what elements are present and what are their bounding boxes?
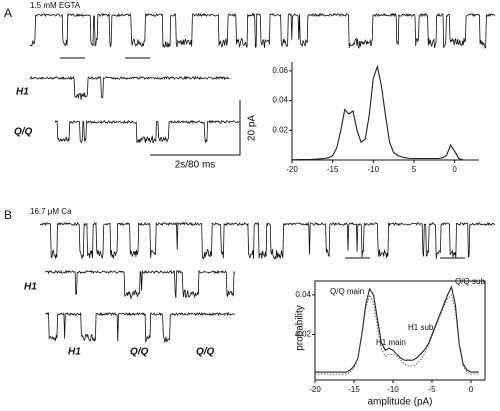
x-tick-label: -20 (286, 165, 298, 174)
x-tick-label: 5 (412, 165, 417, 174)
x-tick-label: -10 (387, 385, 399, 394)
x-tick-label: 0 (452, 165, 457, 174)
panel-label: B (4, 208, 12, 222)
panel-label: A (4, 6, 12, 20)
y-tick-label: 0.02 (272, 125, 288, 134)
x-tick-label: -10 (368, 165, 380, 174)
annotation: H1 main (376, 338, 406, 347)
current-trace (29, 12, 496, 49)
annotation: H1 sub (408, 323, 434, 332)
y-tick-label: 0.06 (272, 66, 288, 75)
annotation: Q/Q main (330, 287, 364, 296)
histogram-line (315, 285, 479, 373)
trace-label: H1 (24, 282, 37, 293)
y-tick-label: 0.04 (295, 290, 311, 299)
x-axis-label: amplitude (pA) (367, 397, 432, 408)
y-tick-label: 0.04 (272, 96, 288, 105)
current-trace (54, 119, 240, 144)
histogram-line (315, 293, 479, 375)
current-trace (39, 221, 496, 260)
trace-label: Q/Q (14, 127, 33, 138)
condition: 16.7 μM Ca (30, 207, 72, 216)
scale-bar (150, 100, 241, 156)
trace-label: Q/Q (130, 347, 149, 358)
y-tick-label: 0.02 (295, 330, 311, 339)
x-tick-label: -20 (309, 385, 321, 394)
histogram-line (292, 64, 463, 161)
trace-label: H1 (68, 347, 81, 358)
x-tick-label: 0 (469, 385, 474, 394)
x-tick-label: -5 (428, 385, 436, 394)
scale-bar-x: 2s/80 ms (175, 160, 216, 171)
plot-frame (314, 280, 486, 381)
scale-bar-y: 20 pA (247, 115, 258, 141)
current-trace (44, 269, 236, 300)
trace-label: Q/Q (196, 347, 215, 358)
current-trace (29, 75, 230, 100)
trace-label: H1 (16, 87, 29, 98)
condition: 1.5 mM EGTA (30, 1, 81, 10)
current-trace (44, 311, 235, 344)
x-tick-label: -15 (348, 385, 360, 394)
x-tick-label: -15 (327, 165, 339, 174)
y-axis-label: probability (295, 305, 306, 351)
annotation: Q/Q sub (455, 277, 485, 286)
